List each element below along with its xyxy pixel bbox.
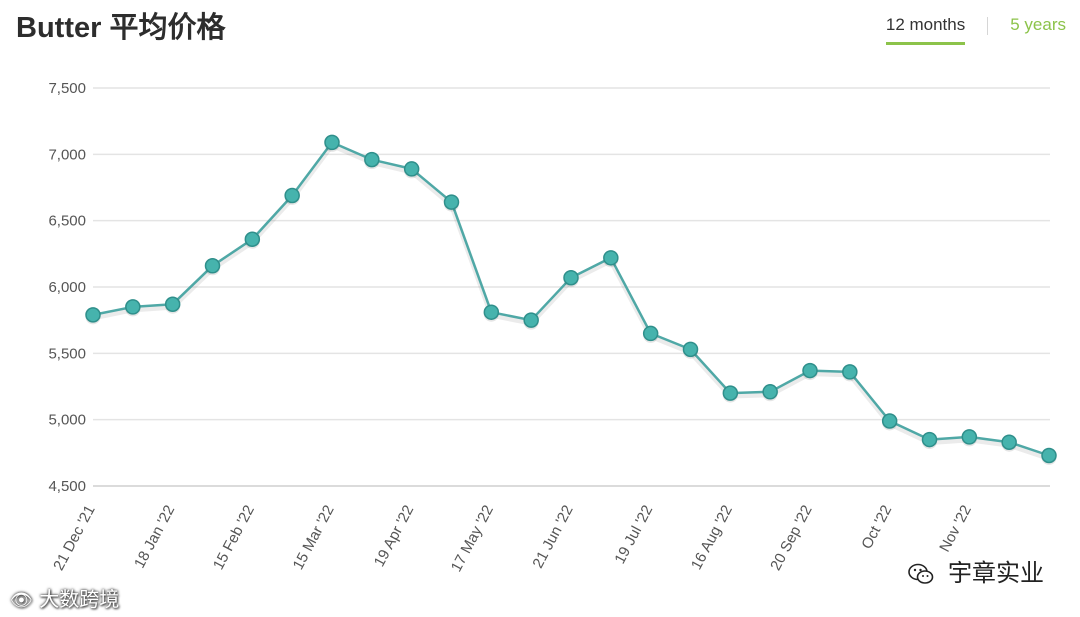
data-point[interactable] bbox=[244, 231, 261, 247]
x-tick-label: 15 Feb '22 bbox=[210, 502, 258, 572]
x-axis: 21 Dec '21 18 Jan '22 15 Feb '22 15 Mar '22… bbox=[50, 502, 975, 574]
x-tick-label: 15 Mar '22 bbox=[290, 502, 338, 572]
data-point[interactable] bbox=[921, 431, 938, 448]
data-point[interactable] bbox=[125, 299, 141, 315]
data-point[interactable] bbox=[85, 307, 101, 323]
y-tick-label: 4,500 bbox=[48, 478, 86, 495]
data-point[interactable] bbox=[961, 429, 978, 445]
watermark-left: 👁 大数跨境 bbox=[10, 583, 119, 612]
series-line-group bbox=[92, 141, 1050, 461]
data-point[interactable] bbox=[881, 413, 898, 429]
data-point[interactable] bbox=[842, 364, 858, 380]
data-point[interactable] bbox=[523, 312, 539, 328]
y-tick-label: 6,500 bbox=[48, 213, 86, 230]
page-title: Butter 平均价格 bbox=[16, 12, 226, 44]
tab-divider bbox=[987, 17, 989, 35]
data-point[interactable] bbox=[164, 296, 181, 312]
x-tick-label: 19 Apr '22 bbox=[371, 502, 418, 569]
x-tick-label: 21 Jun '22 bbox=[529, 502, 576, 571]
x-tick-label: 16 Aug '22 bbox=[688, 502, 736, 572]
y-tick-label: 7,500 bbox=[48, 80, 86, 97]
wechat-icon bbox=[908, 563, 934, 584]
watermark-right: 宇章实业 bbox=[908, 553, 1044, 588]
series-line-shadow bbox=[92, 142, 1050, 461]
data-point[interactable] bbox=[762, 384, 778, 400]
y-tick-label: 5,500 bbox=[48, 345, 86, 362]
data-point[interactable] bbox=[1001, 434, 1017, 450]
data-point[interactable] bbox=[443, 194, 460, 210]
range-tabs: 12 months 5 years bbox=[885, 15, 1066, 45]
y-tick-label: 5,000 bbox=[48, 412, 86, 429]
series-points bbox=[85, 134, 1057, 465]
data-point[interactable] bbox=[403, 161, 420, 177]
x-tick-label: 20 Sep '22 bbox=[767, 502, 815, 573]
weibo-icon: 👁 bbox=[10, 590, 33, 611]
x-tick-label: Oct '22 bbox=[858, 502, 895, 552]
data-point[interactable] bbox=[642, 325, 659, 342]
tab-5-years[interactable]: 5 years bbox=[1010, 15, 1066, 34]
series-line bbox=[92, 141, 1050, 457]
data-point[interactable] bbox=[1041, 447, 1057, 464]
y-tick-label: 7,000 bbox=[48, 146, 86, 163]
x-tick-label: 17 May '22 bbox=[448, 502, 497, 574]
y-tick-label: 6,000 bbox=[48, 279, 86, 296]
x-tick-label: 18 Jan '22 bbox=[131, 502, 178, 571]
data-point[interactable] bbox=[364, 151, 380, 168]
data-point[interactable] bbox=[483, 304, 500, 320]
gridlines bbox=[93, 87, 1050, 487]
watermark-right-text: 宇章实业 bbox=[948, 559, 1044, 587]
tab-12-months[interactable]: 12 months bbox=[885, 15, 966, 45]
data-point[interactable] bbox=[603, 250, 619, 266]
y-axis: 4,500 5,000 5,500 6,000 6,500 7,000 7,500 bbox=[48, 80, 86, 495]
x-tick-label: 21 Dec '21 bbox=[50, 502, 98, 573]
data-point[interactable] bbox=[204, 258, 221, 274]
data-point[interactable] bbox=[802, 362, 818, 379]
data-point[interactable] bbox=[284, 187, 300, 204]
data-point[interactable] bbox=[324, 134, 340, 151]
x-tick-label: 19 Jul '22 bbox=[611, 502, 656, 566]
data-point[interactable] bbox=[722, 385, 739, 401]
watermark-left-text: 大数跨境 bbox=[39, 587, 120, 611]
x-tick-label: Nov '22 bbox=[936, 502, 975, 554]
data-point[interactable] bbox=[563, 269, 579, 286]
data-point[interactable] bbox=[682, 341, 699, 358]
